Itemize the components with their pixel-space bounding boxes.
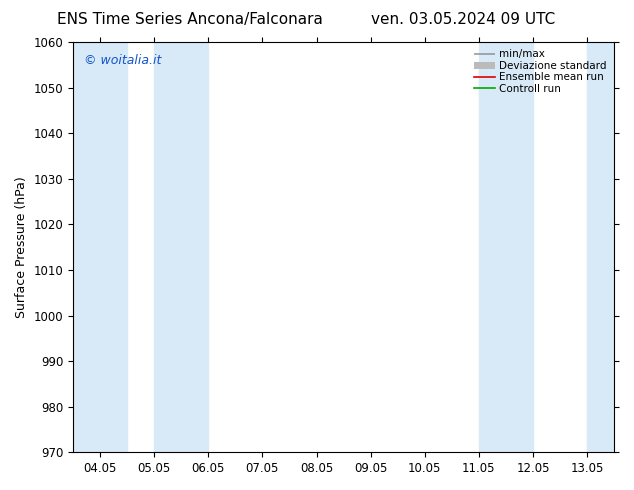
Bar xyxy=(479,42,533,452)
Text: ven. 03.05.2024 09 UTC: ven. 03.05.2024 09 UTC xyxy=(371,12,555,27)
Text: © woitalia.it: © woitalia.it xyxy=(84,54,161,67)
Text: ENS Time Series Ancona/Falconara: ENS Time Series Ancona/Falconara xyxy=(57,12,323,27)
Bar xyxy=(587,42,614,452)
Bar xyxy=(154,42,209,452)
Y-axis label: Surface Pressure (hPa): Surface Pressure (hPa) xyxy=(15,176,28,318)
Legend: min/max, Deviazione standard, Ensemble mean run, Controll run: min/max, Deviazione standard, Ensemble m… xyxy=(472,47,609,96)
Bar xyxy=(73,42,127,452)
